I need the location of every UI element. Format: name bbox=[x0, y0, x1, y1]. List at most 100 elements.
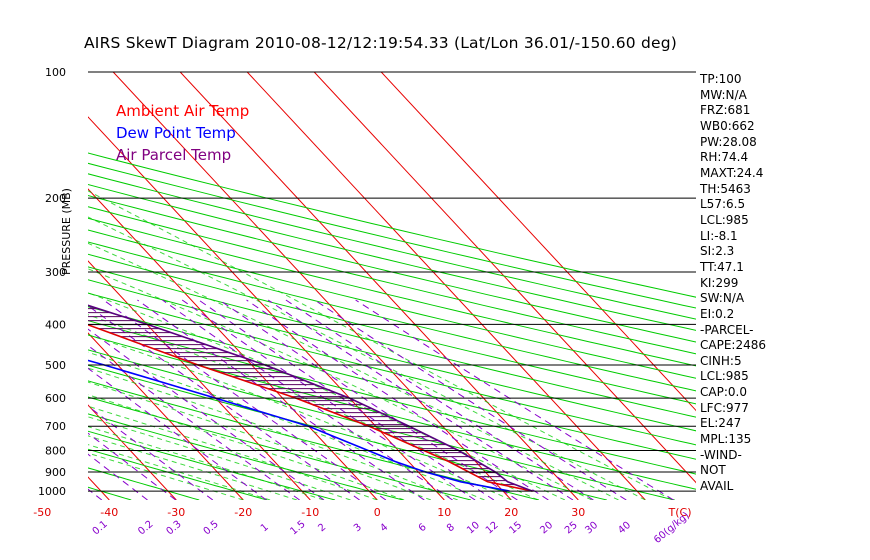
moist-adiabat-line bbox=[88, 334, 512, 500]
dry-adiabat-line bbox=[88, 206, 696, 355]
index-line: MPL:135 bbox=[700, 432, 752, 447]
dry-adiabat-line bbox=[88, 306, 696, 460]
chart-title: AIRS SkewT Diagram 2010-08-12/12:19:54.3… bbox=[84, 34, 678, 52]
mixing-ratio-line bbox=[88, 305, 360, 500]
index-line: FRZ:681 bbox=[700, 103, 751, 118]
mixing-ratio-line bbox=[137, 299, 425, 500]
y-axis-label: PRESSURE (MB) bbox=[60, 188, 73, 275]
isotherm-line bbox=[88, 188, 378, 500]
pressure-tick-label: 400 bbox=[45, 318, 66, 331]
moist-adiabat-line bbox=[88, 452, 244, 500]
pressure-tick-label: 200 bbox=[45, 192, 66, 205]
dry-adiabat-line bbox=[88, 349, 675, 500]
mixing-ratio-tick-label: 4 bbox=[378, 522, 390, 535]
index-line: TP:100 bbox=[700, 72, 742, 86]
bottom-temp-tick-label: 0 bbox=[374, 506, 381, 519]
mixing-ratio-tick-label: 3 bbox=[352, 522, 364, 535]
index-line: -PARCEL- bbox=[700, 322, 754, 337]
mixing-ratio-line bbox=[355, 299, 674, 500]
index-line: LI:-8.1 bbox=[700, 228, 738, 243]
isotherm-line bbox=[179, 72, 579, 500]
pressure-tick-label: 900 bbox=[45, 466, 66, 479]
bottom-temp-tick-label: 30 bbox=[571, 506, 585, 519]
index-line: PW:28.08 bbox=[700, 134, 757, 149]
mixing-ratio-tick-label: 30 bbox=[583, 520, 600, 537]
bottom-temp-tick-label: -30 bbox=[167, 506, 185, 519]
mixing-ratio-tick-label: 0.2 bbox=[136, 519, 155, 538]
dry-adiabat-line bbox=[88, 162, 696, 309]
index-line: LFC:977 bbox=[700, 400, 749, 415]
mixing-ratio-tick-label: 25 bbox=[563, 520, 580, 537]
indices-panel: TP:100 MW:N/A FRZ:681 WB0:662 PW:28.08 RH:74.… bbox=[700, 72, 766, 495]
isotherm-line bbox=[88, 404, 177, 500]
dry-adiabat-line bbox=[88, 364, 607, 500]
dry-adiabat-line bbox=[88, 195, 696, 343]
legend-air-parcel-temp: Air Parcel Temp bbox=[116, 146, 232, 164]
index-line: MAXT:24.4 bbox=[700, 165, 764, 180]
isotherm-line bbox=[313, 72, 696, 484]
isotherm-line bbox=[0, 72, 42, 500]
parcel-temp-profile bbox=[88, 304, 533, 492]
moist-adiabat-line bbox=[88, 242, 619, 500]
ambient-temp-profile bbox=[88, 323, 533, 492]
pressure-tick-label: 100 bbox=[45, 66, 66, 79]
index-line: LCL:985 bbox=[700, 369, 749, 384]
mixing-ratio-tick-label: 20 bbox=[538, 520, 555, 537]
index-line: LCL:985 bbox=[700, 212, 749, 227]
pressure-tick-label: 800 bbox=[45, 445, 66, 458]
index-line: KI:299 bbox=[700, 275, 739, 290]
mixing-ratio-line bbox=[219, 299, 518, 500]
moist-adiabat-line bbox=[88, 381, 432, 500]
bottom-temp-tick-label: T(C) bbox=[668, 506, 692, 519]
mixing-ratio-line bbox=[88, 432, 177, 500]
pressure-tick-label: 500 bbox=[45, 359, 66, 372]
dry-adiabat-line bbox=[88, 229, 696, 379]
mixing-ratio-line bbox=[88, 405, 214, 500]
mixing-ratio-tick-label: 15 bbox=[507, 520, 524, 537]
bottom-temp-tick-label: -50 bbox=[33, 506, 51, 519]
dry-adiabat-line bbox=[88, 217, 696, 367]
mixing-ratio-tick-label: 2 bbox=[316, 522, 328, 535]
index-line: CAPE:2486 bbox=[700, 338, 766, 353]
mixing-ratio-tick-label: 12 bbox=[484, 520, 501, 537]
pressure-tick-label: 1000 bbox=[38, 485, 66, 498]
mixing-ratio-tick-label: 8 bbox=[445, 522, 457, 535]
moist-adiabat-line bbox=[88, 435, 298, 500]
moist-adiabat-line bbox=[88, 405, 378, 500]
pressure-tick-label: 300 bbox=[45, 266, 66, 279]
index-line: WB0:662 bbox=[700, 118, 755, 133]
index-line: MW:N/A bbox=[700, 87, 747, 102]
index-line: NOT bbox=[700, 463, 726, 478]
moist-adiabat-line bbox=[88, 292, 566, 500]
bottom-temp-tick-label: -20 bbox=[234, 506, 252, 519]
dry-adiabat-line bbox=[88, 448, 268, 500]
mixing-ratio-line bbox=[88, 453, 148, 500]
dry-adiabat-line bbox=[88, 173, 696, 320]
moist-adiabat-line bbox=[88, 190, 673, 500]
mixing-ratio-line bbox=[162, 299, 453, 500]
bottom-temp-tick-label: 10 bbox=[437, 506, 451, 519]
dry-adiabat-line bbox=[88, 152, 696, 298]
dry-adiabat-line bbox=[88, 467, 200, 500]
isotherm-line bbox=[246, 72, 646, 500]
index-line: L57:6.5 bbox=[700, 197, 746, 212]
legend-dew-point-temp: Dew Point Temp bbox=[116, 124, 236, 142]
dry-adiabat-line bbox=[88, 241, 696, 392]
isotherm-line bbox=[88, 332, 244, 500]
moist-adiabat-line bbox=[88, 216, 646, 500]
bottom-temp-tick-label: 20 bbox=[504, 506, 518, 519]
index-line: EI:0.2 bbox=[700, 306, 735, 321]
mixing-ratio-tick-label: 10 bbox=[465, 520, 482, 537]
bottom-temp-tick-label: -40 bbox=[100, 506, 118, 519]
dry-adiabat-line bbox=[88, 266, 696, 418]
mixing-ratio-tick-label: 0.5 bbox=[202, 519, 221, 538]
index-line: -WIND- bbox=[700, 447, 742, 462]
mixing-ratio-tick-label: 40 bbox=[616, 520, 633, 537]
mixing-ratio-tick-label: 0.3 bbox=[164, 519, 183, 538]
isotherm-line bbox=[380, 72, 696, 412]
dry-adiabat-line bbox=[88, 279, 696, 432]
index-line: TT:47.1 bbox=[700, 259, 744, 274]
dry-adiabat-line bbox=[88, 320, 696, 475]
